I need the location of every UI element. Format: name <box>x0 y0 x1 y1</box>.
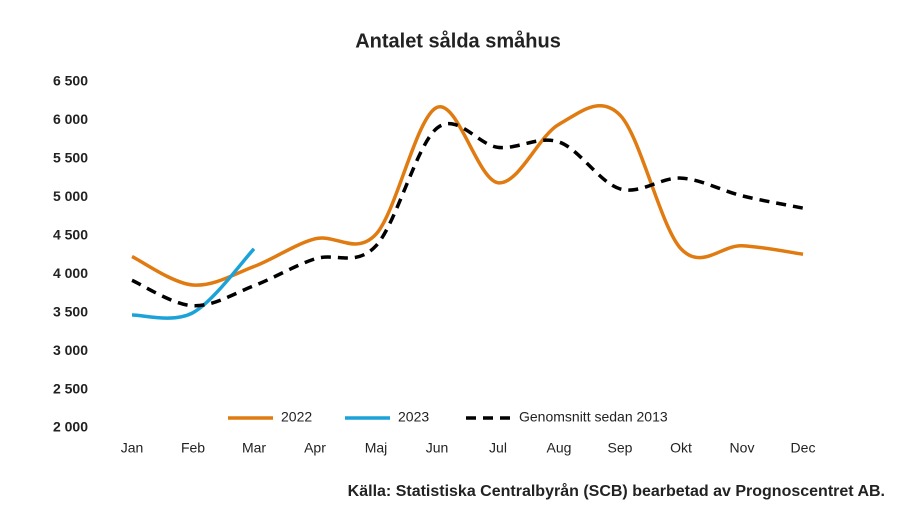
x-tick-label: Jul <box>489 440 507 456</box>
source-note: Källa: Statistiska Centralbyrån (SCB) be… <box>348 482 885 500</box>
series-line <box>131 103 804 287</box>
x-tick-label: Feb <box>181 440 205 456</box>
series-line <box>131 247 256 320</box>
x-tick-label: Jan <box>121 440 144 456</box>
y-tick-label: 5 000 <box>53 188 88 204</box>
y-tick-label: 6 500 <box>53 73 88 89</box>
x-tick-label: Okt <box>670 440 692 456</box>
x-tick-label: Nov <box>730 440 755 456</box>
y-tick-label: 4 500 <box>53 226 88 242</box>
y-tick-label: 5 500 <box>53 150 88 166</box>
x-tick-label: Jun <box>426 440 449 456</box>
x-tick-label: Maj <box>365 440 388 456</box>
x-tick-label: Sep <box>608 440 633 456</box>
y-tick-label: 6 000 <box>53 111 88 127</box>
x-tick-label: Mar <box>242 440 266 456</box>
legend-label: 2023 <box>398 409 429 425</box>
x-tick-label: Aug <box>547 440 572 456</box>
y-tick-label: 3 000 <box>53 342 88 358</box>
y-tick-label: 3 500 <box>53 303 88 319</box>
legend-label: Genomsnitt sedan 2013 <box>519 409 668 425</box>
y-tick-label: 2 500 <box>53 380 88 396</box>
y-tick-label: 4 000 <box>53 265 88 281</box>
x-tick-label: Apr <box>304 440 326 456</box>
legend-label: 2022 <box>281 409 312 425</box>
series-line <box>131 121 804 308</box>
x-tick-label: Dec <box>791 440 816 456</box>
chart-title: Antalet sålda småhus <box>355 29 561 52</box>
y-tick-label: 2 000 <box>53 419 88 435</box>
